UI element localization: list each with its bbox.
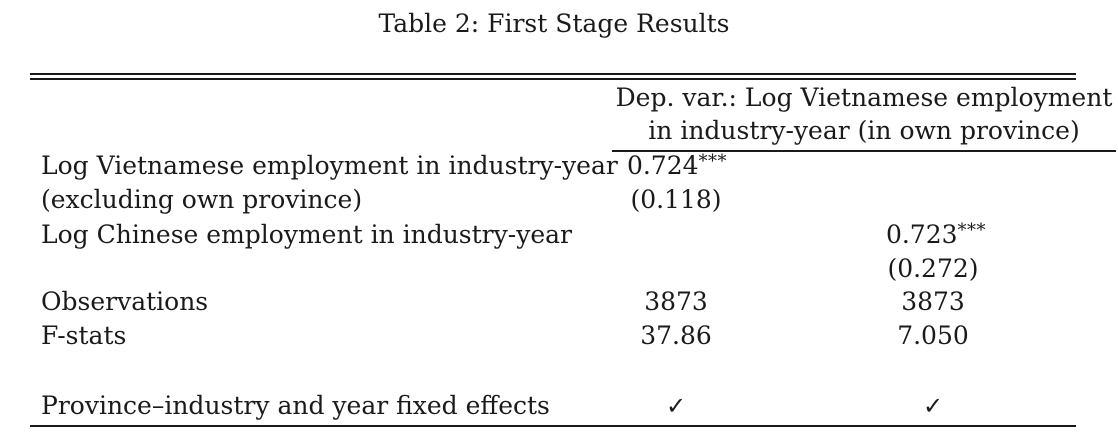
row-label-chinese: Log Chinese employment in industry-year — [41, 220, 572, 249]
obs-col1: 3873 — [644, 287, 708, 316]
header-underline — [612, 150, 1116, 152]
top-rule-1 — [30, 73, 1076, 75]
fe-col1-checkmark: ✓ — [665, 392, 687, 420]
row-label-observations: Observations — [41, 287, 209, 316]
row-label-viet-2: (excluding own province) — [41, 185, 363, 214]
fe-col2-checkmark: ✓ — [922, 392, 944, 420]
top-rule-2 — [30, 78, 1076, 80]
chinese-coef-cell: 0.723*** — [856, 218, 1016, 255]
row-label-fixed-effects: Province–industry and year fixed effects — [41, 391, 550, 420]
chinese-stars: *** — [957, 220, 987, 241]
row-label-viet-1: Log Vietnamese employment in industry-ye… — [41, 151, 618, 180]
header-line-1: Dep. var.: Log Vietnamese employment — [615, 83, 1113, 112]
viet-se: (0.118) — [630, 185, 722, 214]
obs-col2: 3873 — [901, 287, 965, 316]
viet-coef: 0.724 — [626, 151, 699, 180]
row-label-fstats: F-stats — [41, 321, 127, 350]
table-caption: Table 2: First Stage Results — [378, 9, 730, 38]
fstat-col1: 37.86 — [640, 321, 712, 350]
chinese-se: (0.272) — [887, 254, 979, 283]
chinese-coef: 0.723 — [885, 220, 958, 249]
fstat-col2: 7.050 — [897, 321, 969, 350]
bottom-rule — [30, 425, 1076, 427]
viet-coef-cell: 0.724*** — [613, 149, 741, 186]
viet-stars: *** — [698, 151, 728, 172]
header-line-2: in industry-year (in own province) — [648, 116, 1080, 145]
